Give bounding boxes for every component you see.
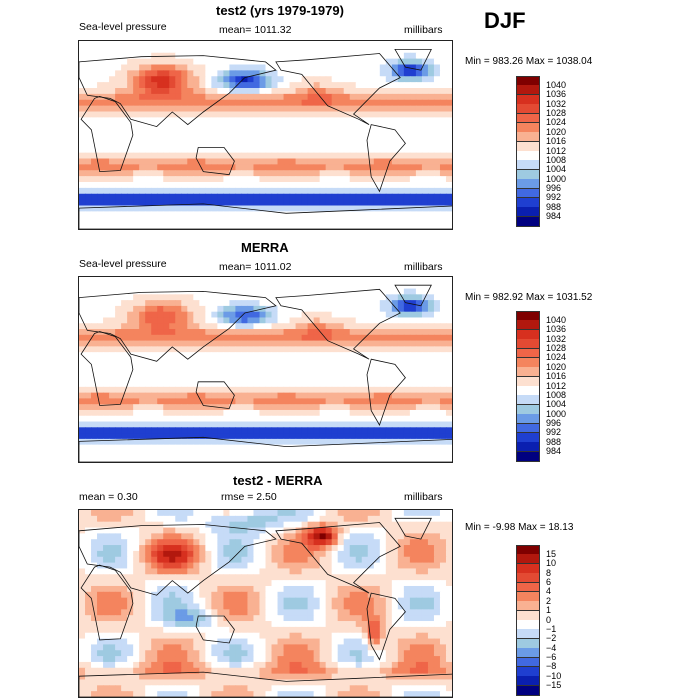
colorbar-label: 984: [546, 446, 562, 457]
colorbar-label: 996: [546, 418, 562, 428]
map-svg: [79, 41, 452, 229]
coastline: [275, 288, 401, 360]
colorbar-label: 10: [546, 558, 557, 569]
colorbar-label: 1000: [546, 408, 567, 419]
panel3-rmse-label: rmse = 2.50: [221, 491, 277, 503]
colorbar-label: 1040: [546, 314, 567, 325]
panel3-mean-label: mean = 0.30: [79, 491, 138, 503]
colorbar-swatch: [516, 451, 540, 462]
panel1-title: test2 (yrs 1979-1979): [216, 3, 344, 18]
panel2-minmax-label: Min = 982.92 Max = 1031.52: [465, 292, 593, 303]
colorbar-label: 1036: [546, 324, 567, 335]
coastline: [394, 517, 432, 540]
panel2-variable-label: Sea-level pressure: [79, 258, 167, 270]
colorbar-swatch: [516, 685, 540, 696]
panel2-title: MERRA: [241, 240, 289, 255]
panel1-variable-label: Sea-level pressure: [79, 21, 167, 33]
panel2-map: [78, 276, 453, 463]
coastline: [366, 358, 406, 426]
colorbar-label: 1016: [546, 136, 567, 147]
coastline: [275, 53, 401, 125]
colorbar-label: 1024: [546, 117, 567, 128]
colorbar-label: 6: [546, 577, 552, 587]
colorbar-label: 992: [546, 427, 562, 438]
colorbar-label: −10: [546, 670, 562, 681]
colorbar-label: 1008: [546, 389, 567, 400]
season-label: DJF: [484, 8, 526, 33]
coastline: [79, 436, 452, 462]
coastline: [195, 615, 235, 644]
coastline: [394, 48, 432, 71]
colorbar-label: 15: [546, 548, 557, 559]
colorbar-label: 988: [546, 201, 562, 212]
colorbar-label: 1012: [546, 380, 567, 391]
coastline: [195, 147, 235, 176]
colorbar-label: 1032: [546, 333, 567, 344]
panel3-title: test2 - MERRA: [233, 473, 323, 488]
coastline: [80, 564, 134, 641]
panel3-colorbar: 15 10 8 6 4 2 1 0 −1 −2 −4 −6 −8 −10 −15: [516, 545, 596, 696]
coastline: [79, 290, 277, 362]
coastline: [80, 95, 134, 173]
panel1-mean-label: mean= 1011.32: [219, 24, 292, 36]
colorbar-label: −4: [546, 642, 557, 653]
colorbar-label: 1028: [546, 343, 567, 353]
panel3-map: [78, 509, 453, 698]
colorbar-label: −6: [546, 652, 557, 662]
colorbar-label: 4: [546, 586, 552, 597]
colorbar-label: 1016: [546, 371, 567, 382]
coastline: [195, 381, 235, 410]
colorbar-label: 1032: [546, 98, 567, 109]
panel1-minmax-label: Min = 983.26 Max = 1038.04: [465, 56, 593, 67]
panel3-units-label: millibars: [404, 491, 443, 503]
colorbar-label: 1004: [546, 399, 567, 410]
panel1-colorbar: 1040 1036 1032 1028 1024 1020 1016 1012 1008 1004…: [516, 76, 596, 227]
colorbar-label: 8: [546, 567, 552, 578]
colorbar-label: 1040: [546, 79, 567, 90]
colorbar-label: 1024: [546, 352, 567, 363]
colorbar-label: 992: [546, 192, 562, 203]
colorbar-label: 1004: [546, 164, 567, 175]
colorbar-label: 1: [546, 605, 552, 616]
colorbar-label: 988: [546, 436, 562, 447]
colorbar-label: −1: [546, 623, 557, 634]
colorbar-label: 1028: [546, 108, 567, 118]
colorbar-label: 1020: [546, 126, 567, 137]
colorbar-label: 0: [546, 614, 552, 625]
coastline: [79, 671, 452, 697]
map-svg: [79, 277, 452, 462]
coastline: [366, 592, 406, 661]
colorbar-label: 996: [546, 183, 562, 193]
colorbar-label: −2: [546, 633, 557, 644]
colorbar-label: −8: [546, 661, 557, 672]
colorbar-label: 1012: [546, 145, 567, 156]
panel2-mean-label: mean= 1011.02: [219, 261, 292, 273]
colorbar-swatch: [516, 216, 540, 227]
panel2-colorbar: 1040 1036 1032 1028 1024 1020 1016 1012 1008 1004…: [516, 311, 596, 462]
map-svg: [79, 510, 452, 697]
colorbar-label: 1020: [546, 361, 567, 372]
coastline: [275, 522, 401, 594]
panel1-map: [78, 40, 453, 230]
colorbar-label: 1000: [546, 173, 567, 184]
colorbar-label: 2: [546, 595, 552, 606]
coastline: [394, 284, 432, 307]
coastline: [79, 524, 277, 596]
coastline: [366, 124, 406, 193]
panel3-minmax-label: Min = -9.98 Max = 18.13: [465, 522, 574, 533]
coastline: [79, 55, 277, 128]
panel1-units-label: millibars: [404, 24, 443, 36]
coastline: [80, 331, 134, 406]
coastline: [79, 203, 452, 229]
colorbar-label: −15: [546, 680, 562, 691]
panel2-units-label: millibars: [404, 261, 443, 273]
colorbar-label: 1008: [546, 154, 567, 165]
colorbar-label: 984: [546, 211, 562, 222]
colorbar-label: 1036: [546, 89, 567, 100]
